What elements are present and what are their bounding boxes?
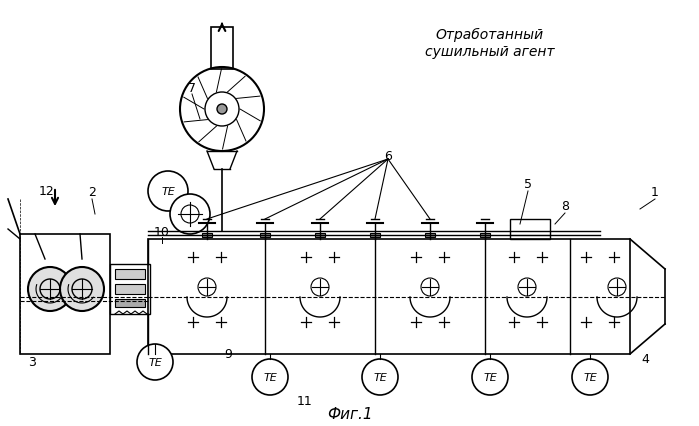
Text: 3: 3 [28,356,36,368]
Text: ТЕ: ТЕ [583,372,597,382]
Bar [211,28,233,70]
Bar [115,284,145,294]
Text: 11: 11 [297,394,313,408]
Text: 12: 12 [39,185,55,198]
Circle shape [217,105,227,115]
Circle shape [472,359,508,395]
Circle shape [148,172,188,211]
Text: 6: 6 [384,150,392,163]
Circle shape [28,268,72,311]
Text: Фиг.1: Фиг.1 [327,406,373,421]
Text: 5: 5 [524,178,532,191]
Text: 8: 8 [561,200,569,213]
Text: ТЕ: ТЕ [373,372,387,382]
Text: ТЕ: ТЕ [263,372,277,382]
Bar [425,233,435,237]
Circle shape [137,344,173,380]
Bar [480,233,490,237]
Bar [370,233,380,237]
Bar [20,234,110,354]
Bar [115,269,145,279]
Bar [260,233,270,237]
Bar [110,265,150,314]
Circle shape [362,359,398,395]
Circle shape [252,359,288,395]
Bar [202,233,212,237]
Circle shape [572,359,608,395]
Bar [315,233,325,237]
Text: 10: 10 [154,226,170,239]
Bar [148,239,630,354]
Circle shape [170,195,210,234]
Text: 9: 9 [224,348,232,361]
Text: 7: 7 [188,81,196,94]
Text: сушильный агент: сушильный агент [425,45,555,59]
Bar [115,299,145,307]
Text: 4: 4 [641,353,649,366]
Text: Отработанный: Отработанный [436,28,544,42]
Circle shape [60,268,104,311]
Text: ТЕ: ТЕ [161,187,175,196]
Text: ТЕ: ТЕ [483,372,497,382]
Text: 1: 1 [651,186,659,199]
Text: 2: 2 [88,186,96,199]
Text: ТЕ: ТЕ [148,357,162,367]
Bar [510,219,550,239]
